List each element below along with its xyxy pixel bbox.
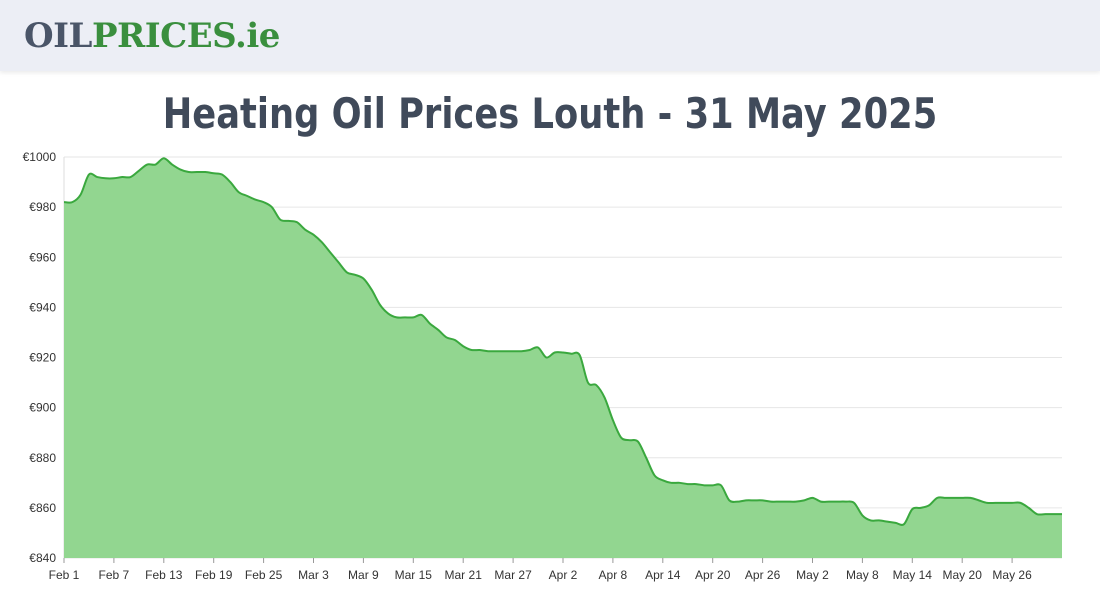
- x-tick-label: Mar 27: [494, 568, 532, 582]
- x-tick-label: Mar 9: [348, 568, 379, 582]
- y-tick-label: €840: [29, 551, 56, 565]
- logo-text-oil: OIL: [24, 16, 92, 56]
- x-tick-label: Feb 7: [99, 568, 130, 582]
- x-tick-label: May 26: [992, 568, 1032, 582]
- x-tick-label: Apr 26: [745, 568, 781, 582]
- y-tick-label: €920: [29, 351, 56, 365]
- y-tick-label: €940: [29, 300, 56, 314]
- price-area-fill: [64, 158, 1062, 558]
- x-tick-label: Mar 3: [298, 568, 329, 582]
- x-tick-label: Feb 13: [145, 568, 183, 582]
- x-tick-label: Mar 15: [395, 568, 433, 582]
- site-logo[interactable]: OILPRICES.ie: [24, 14, 280, 58]
- x-tick-label: May 8: [846, 568, 879, 582]
- x-tick-label: Apr 2: [549, 568, 578, 582]
- y-tick-label: €880: [29, 451, 56, 465]
- y-tick-label: €900: [29, 401, 56, 415]
- x-tick-label: Apr 14: [645, 568, 681, 582]
- x-tick-label: Apr 8: [599, 568, 628, 582]
- page-title: Heating Oil Prices Louth - 31 May 2025: [162, 89, 938, 138]
- y-tick-label: €860: [29, 501, 56, 515]
- x-tick-label: Feb 19: [195, 568, 233, 582]
- y-tick-label: €1000: [23, 150, 57, 164]
- x-tick-label: Feb 1: [49, 568, 80, 582]
- x-tick-label: Apr 20: [695, 568, 731, 582]
- x-tick-label: May 14: [893, 568, 933, 582]
- site-header: OILPRICES.ie: [0, 0, 1100, 71]
- logo-text-prices: PRICES: [91, 16, 236, 56]
- y-tick-label: €980: [29, 200, 56, 214]
- x-tick-label: Mar 21: [445, 568, 483, 582]
- price-line: [63, 157, 1062, 526]
- x-tick-label: Feb 25: [245, 568, 283, 582]
- x-tick-label: May 2: [796, 568, 829, 582]
- logo-text-domain: .ie: [234, 16, 280, 56]
- axes: €1000 €980 €960 €940 €920 €900 €880 €860 €840 Feb…: [23, 150, 1032, 582]
- x-tick-label: May 20: [943, 568, 983, 582]
- y-tick-label: €960: [29, 250, 56, 264]
